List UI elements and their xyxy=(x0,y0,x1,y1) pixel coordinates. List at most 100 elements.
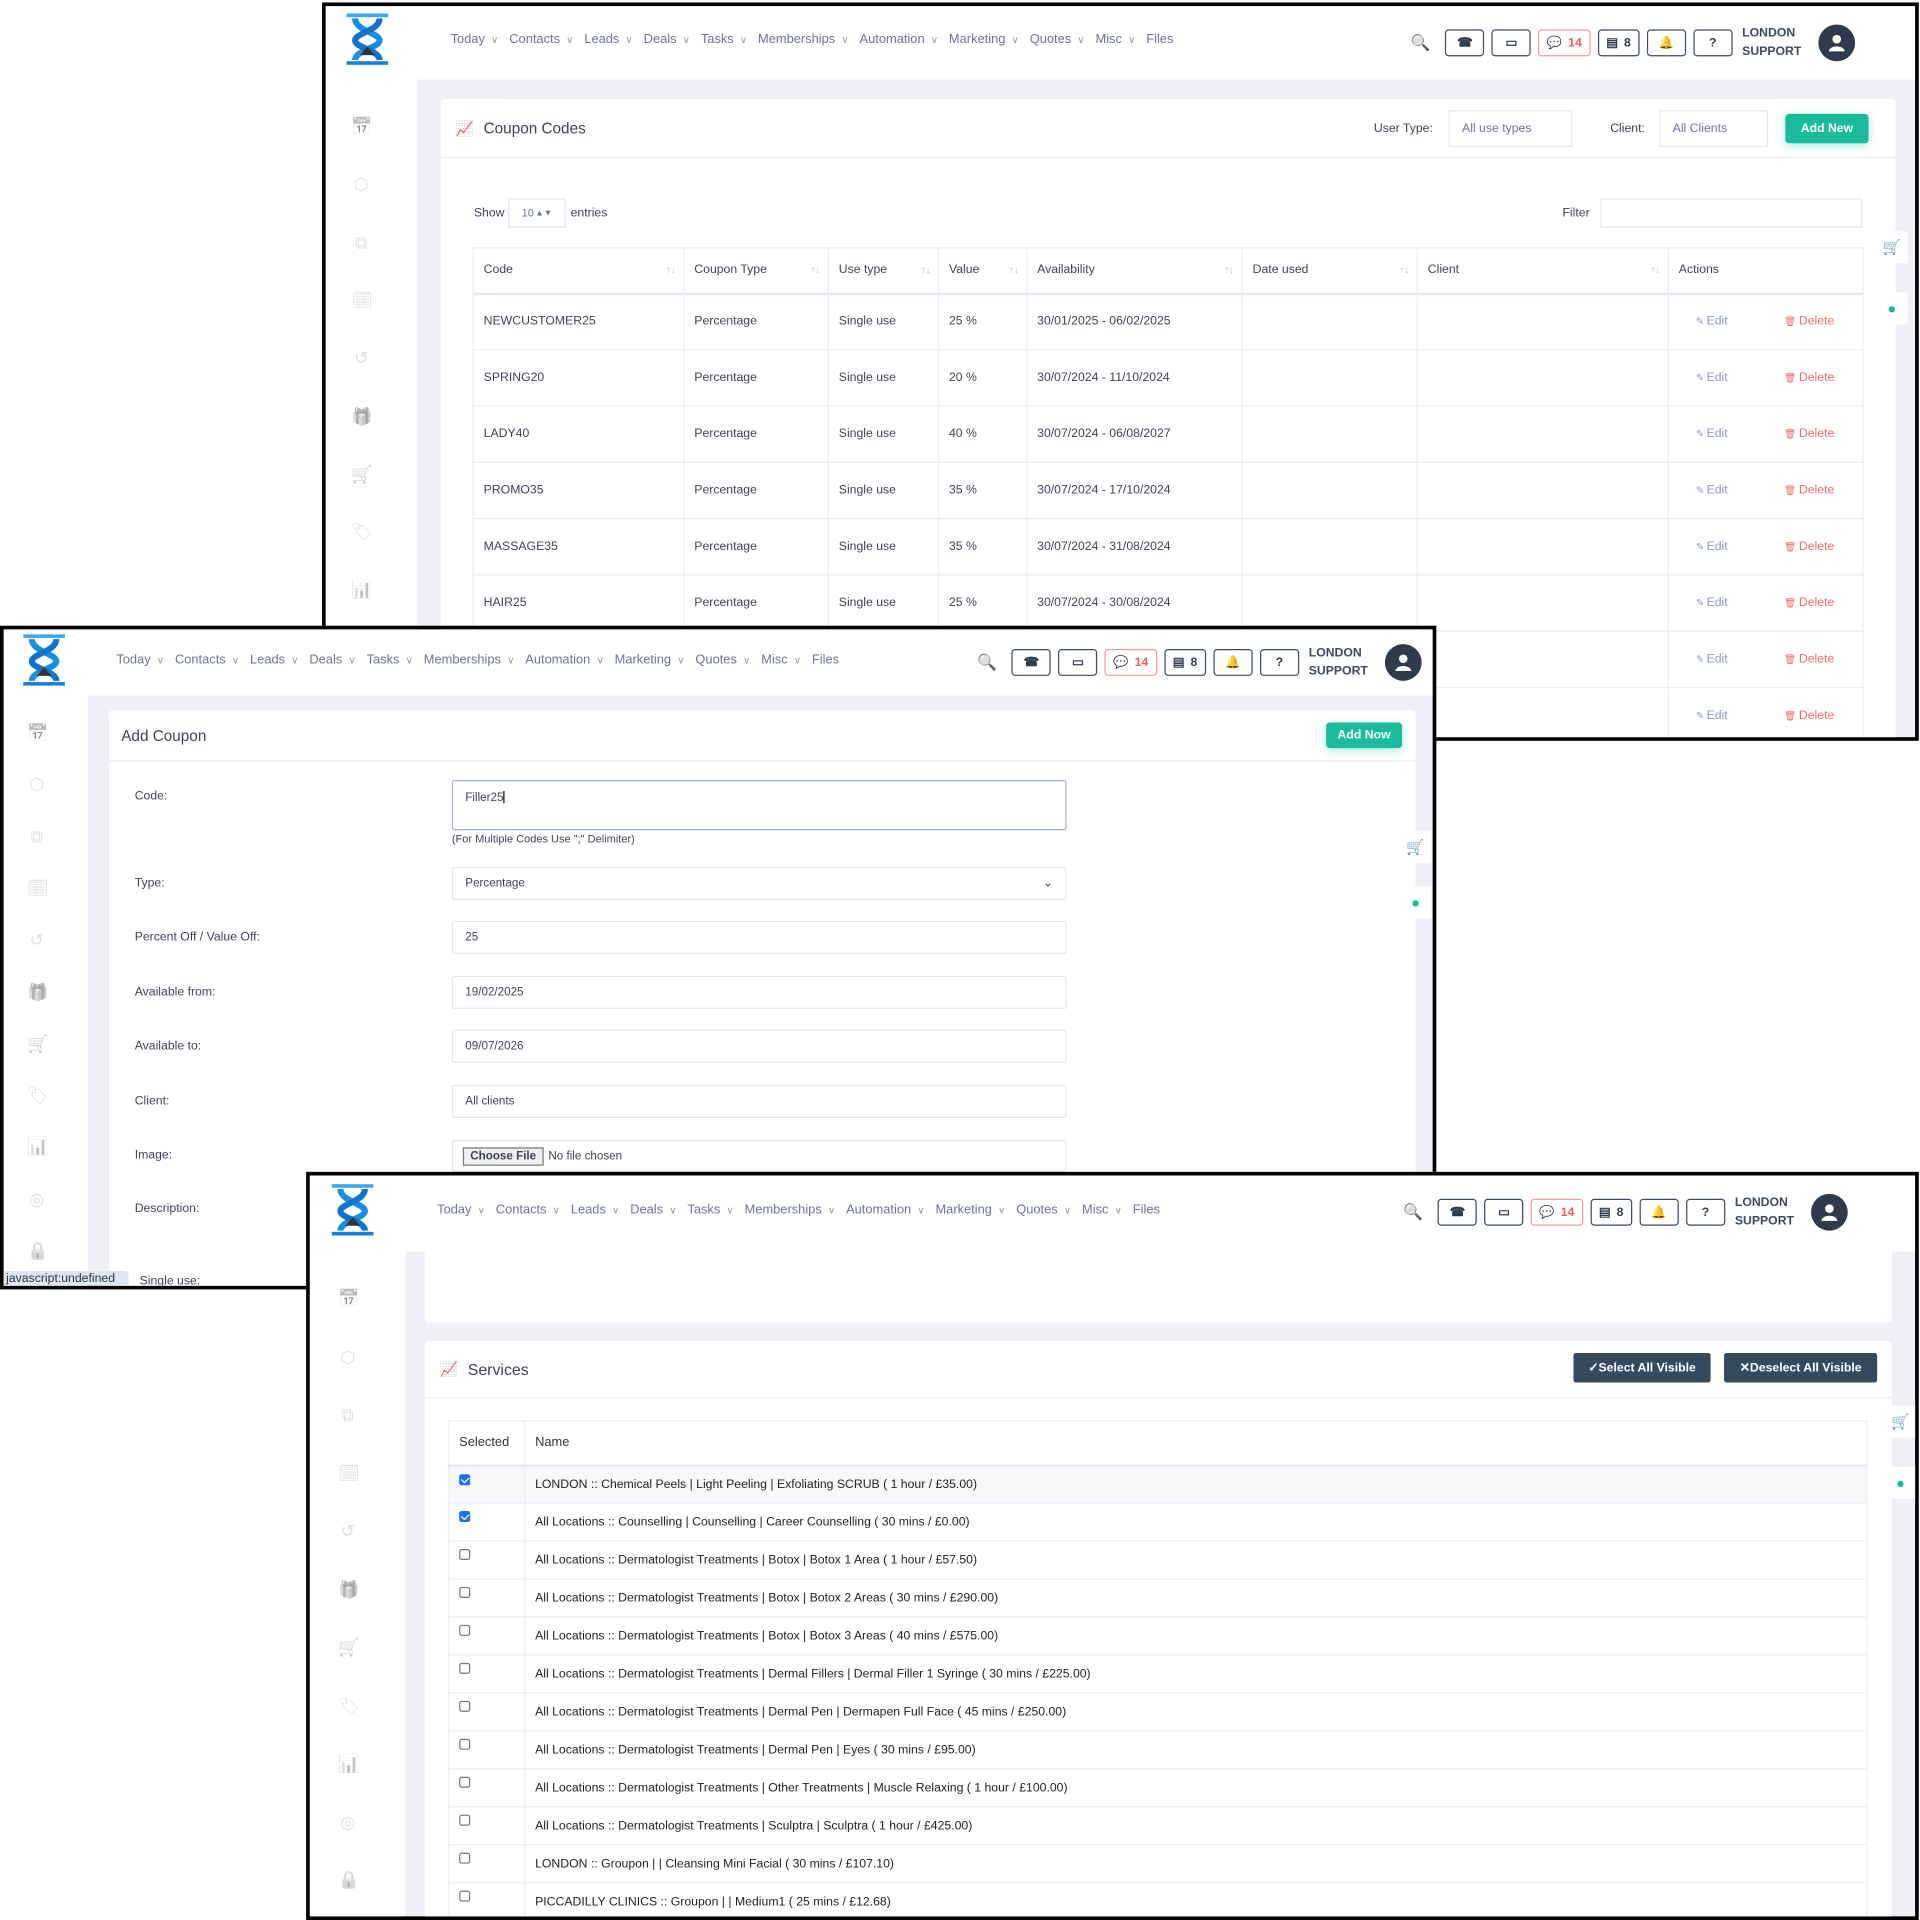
nav-quotes[interactable]: Quotes ∨ xyxy=(695,653,750,668)
nav-leads[interactable]: Leads ∨ xyxy=(571,1202,619,1217)
cart-icon[interactable]: 🛒 xyxy=(337,1637,360,1657)
chat-button[interactable]: 💬 14 xyxy=(1104,648,1157,676)
user-lock-icon[interactable]: ◎ xyxy=(29,1188,45,1209)
nav-files[interactable]: Files xyxy=(1146,32,1173,47)
chat-button[interactable]: 💬 14 xyxy=(1538,29,1591,57)
user-name[interactable]: LONDON SUPPORT xyxy=(1742,24,1801,61)
phone-button[interactable]: ☎ xyxy=(1445,29,1485,57)
nav-leads[interactable]: Leads ∨ xyxy=(584,32,632,47)
report-icon[interactable]: 📊 xyxy=(26,1136,49,1157)
nav-today[interactable]: Today ∨ xyxy=(116,653,164,668)
whatsapp-icon[interactable]: ● xyxy=(1884,1466,1916,1499)
help-button[interactable]: ? xyxy=(1685,1198,1726,1226)
nav-tasks[interactable]: Tasks ∨ xyxy=(367,653,413,668)
edit-link[interactable]: ✎ Edit xyxy=(1696,484,1728,497)
nav-marketing[interactable]: Marketing ∨ xyxy=(949,32,1019,47)
delete-link[interactable]: 🗑 Delete xyxy=(1784,653,1834,666)
calendar-check-icon[interactable]: 🗓 xyxy=(337,1462,360,1483)
user-name[interactable]: LONDON SUPPORT xyxy=(1309,644,1368,681)
search-icon[interactable]: 🔍 xyxy=(1403,1202,1424,1221)
column-header-code[interactable]: Code ↑↓ xyxy=(472,247,685,295)
avatar[interactable] xyxy=(1811,1193,1848,1231)
service-checkbox[interactable] xyxy=(459,1852,471,1864)
nav-automation[interactable]: Automation ∨ xyxy=(846,1202,924,1217)
service-checkbox[interactable] xyxy=(459,1548,471,1561)
copy-icon[interactable]: ⧉ xyxy=(355,232,368,252)
nav-automation[interactable]: Automation ∨ xyxy=(525,653,603,668)
service-checkbox[interactable] xyxy=(459,1511,471,1523)
cart-icon[interactable]: 🛒 xyxy=(1399,831,1432,864)
user-lock-icon[interactable]: ◎ xyxy=(340,1811,356,1832)
whatsapp-icon[interactable]: ● xyxy=(1399,886,1432,919)
gift-icon[interactable]: 🎁 xyxy=(26,981,49,1002)
nav-misc[interactable]: Misc ∨ xyxy=(761,653,801,668)
avatar[interactable] xyxy=(1385,644,1422,681)
column-header-coupon-type[interactable]: Coupon Type ↑↓ xyxy=(683,247,829,295)
delete-link[interactable]: 🗑 Delete xyxy=(1784,709,1834,722)
help-button[interactable]: ? xyxy=(1259,648,1299,676)
service-checkbox[interactable] xyxy=(459,1814,471,1826)
store-button[interactable]: ▤ 8 xyxy=(1164,648,1206,676)
column-header-use-type[interactable]: Use type ↑↓ xyxy=(827,247,940,295)
logo[interactable] xyxy=(21,634,68,686)
calendar-icon[interactable]: 📅 xyxy=(351,116,373,136)
phone-button[interactable]: ☎ xyxy=(1437,1198,1477,1226)
nav-marketing[interactable]: Marketing ∨ xyxy=(935,1202,1005,1217)
type-select[interactable]: Percentage ⌄ xyxy=(451,866,1067,901)
nav-deals[interactable]: Deals ∨ xyxy=(644,32,690,47)
service-checkbox[interactable] xyxy=(459,1586,471,1598)
logo[interactable] xyxy=(329,1184,376,1236)
column-header-availability[interactable]: Availability ↑↓ xyxy=(1026,247,1243,295)
help-button[interactable]: ? xyxy=(1693,29,1733,57)
column-header-value[interactable]: Value ↑↓ xyxy=(937,247,1028,295)
nav-automation[interactable]: Automation ∨ xyxy=(860,32,938,47)
nav-leads[interactable]: Leads ∨ xyxy=(250,653,298,668)
cart-icon[interactable]: 🛒 xyxy=(26,1033,49,1053)
nav-contacts[interactable]: Contacts ∨ xyxy=(175,653,239,668)
delete-link[interactable]: 🗑 Delete xyxy=(1784,540,1834,553)
box-icon[interactable]: ⬡ xyxy=(353,174,369,194)
service-checkbox[interactable] xyxy=(459,1776,471,1788)
image-file-input[interactable]: Choose File No file chosen xyxy=(451,1140,1067,1172)
bell-button[interactable]: 🔔 xyxy=(1639,1198,1679,1226)
edit-link[interactable]: ✎ Edit xyxy=(1696,709,1728,722)
nav-memberships[interactable]: Memberships ∨ xyxy=(745,1202,835,1217)
filter-input[interactable] xyxy=(1600,198,1863,228)
nav-today[interactable]: Today ∨ xyxy=(437,1202,485,1217)
select-all-visible-button[interactable]: ✓ Select All Visible xyxy=(1573,1353,1711,1383)
edit-link[interactable]: ✎ Edit xyxy=(1696,427,1728,440)
tag-icon[interactable]: 🏷 xyxy=(351,521,374,542)
calendar-icon[interactable]: 📅 xyxy=(337,1288,360,1308)
nav-misc[interactable]: Misc ∨ xyxy=(1095,32,1135,47)
cart-icon[interactable]: 🛒 xyxy=(1875,231,1908,264)
whatsapp-icon[interactable]: ● xyxy=(1875,292,1908,325)
tag-icon[interactable]: 🏷 xyxy=(26,1085,49,1105)
bell-button[interactable]: 🔔 xyxy=(1646,29,1686,57)
history-icon[interactable]: ↺ xyxy=(354,347,369,368)
copy-icon[interactable]: ⧉ xyxy=(341,1404,354,1425)
service-checkbox[interactable] xyxy=(459,1700,471,1712)
column-header-date-used[interactable]: Date used ↑↓ xyxy=(1241,247,1418,295)
nav-deals[interactable]: Deals ∨ xyxy=(309,653,355,668)
user-type-select[interactable]: All use types xyxy=(1448,110,1573,147)
delete-link[interactable]: 🗑 Delete xyxy=(1784,315,1834,328)
column-header-client[interactable]: Client ↑↓ xyxy=(1416,247,1669,295)
entries-select[interactable]: 10 ▲▼ xyxy=(508,198,566,228)
nav-files[interactable]: Files xyxy=(812,653,839,668)
nav-today[interactable]: Today ∨ xyxy=(451,32,499,47)
copy-icon[interactable]: ⧉ xyxy=(30,826,43,846)
delete-link[interactable]: 🗑 Delete xyxy=(1784,427,1834,440)
edit-link[interactable]: ✎ Edit xyxy=(1696,540,1728,553)
available-to-input[interactable]: 09/07/2026 xyxy=(451,1029,1067,1063)
gift-icon[interactable]: 🎁 xyxy=(337,1578,360,1599)
nav-memberships[interactable]: Memberships ∨ xyxy=(424,653,514,668)
service-checkbox[interactable] xyxy=(459,1738,471,1750)
bell-button[interactable]: 🔔 xyxy=(1213,648,1253,676)
nav-tasks[interactable]: Tasks ∨ xyxy=(701,32,747,47)
service-checkbox[interactable] xyxy=(459,1473,471,1485)
history-icon[interactable]: ↺ xyxy=(340,1520,355,1541)
available-from-input[interactable]: 19/02/2025 xyxy=(451,975,1067,1009)
nav-files[interactable]: Files xyxy=(1133,1202,1160,1217)
delete-link[interactable]: 🗑 Delete xyxy=(1784,484,1834,497)
nav-memberships[interactable]: Memberships ∨ xyxy=(758,32,848,47)
